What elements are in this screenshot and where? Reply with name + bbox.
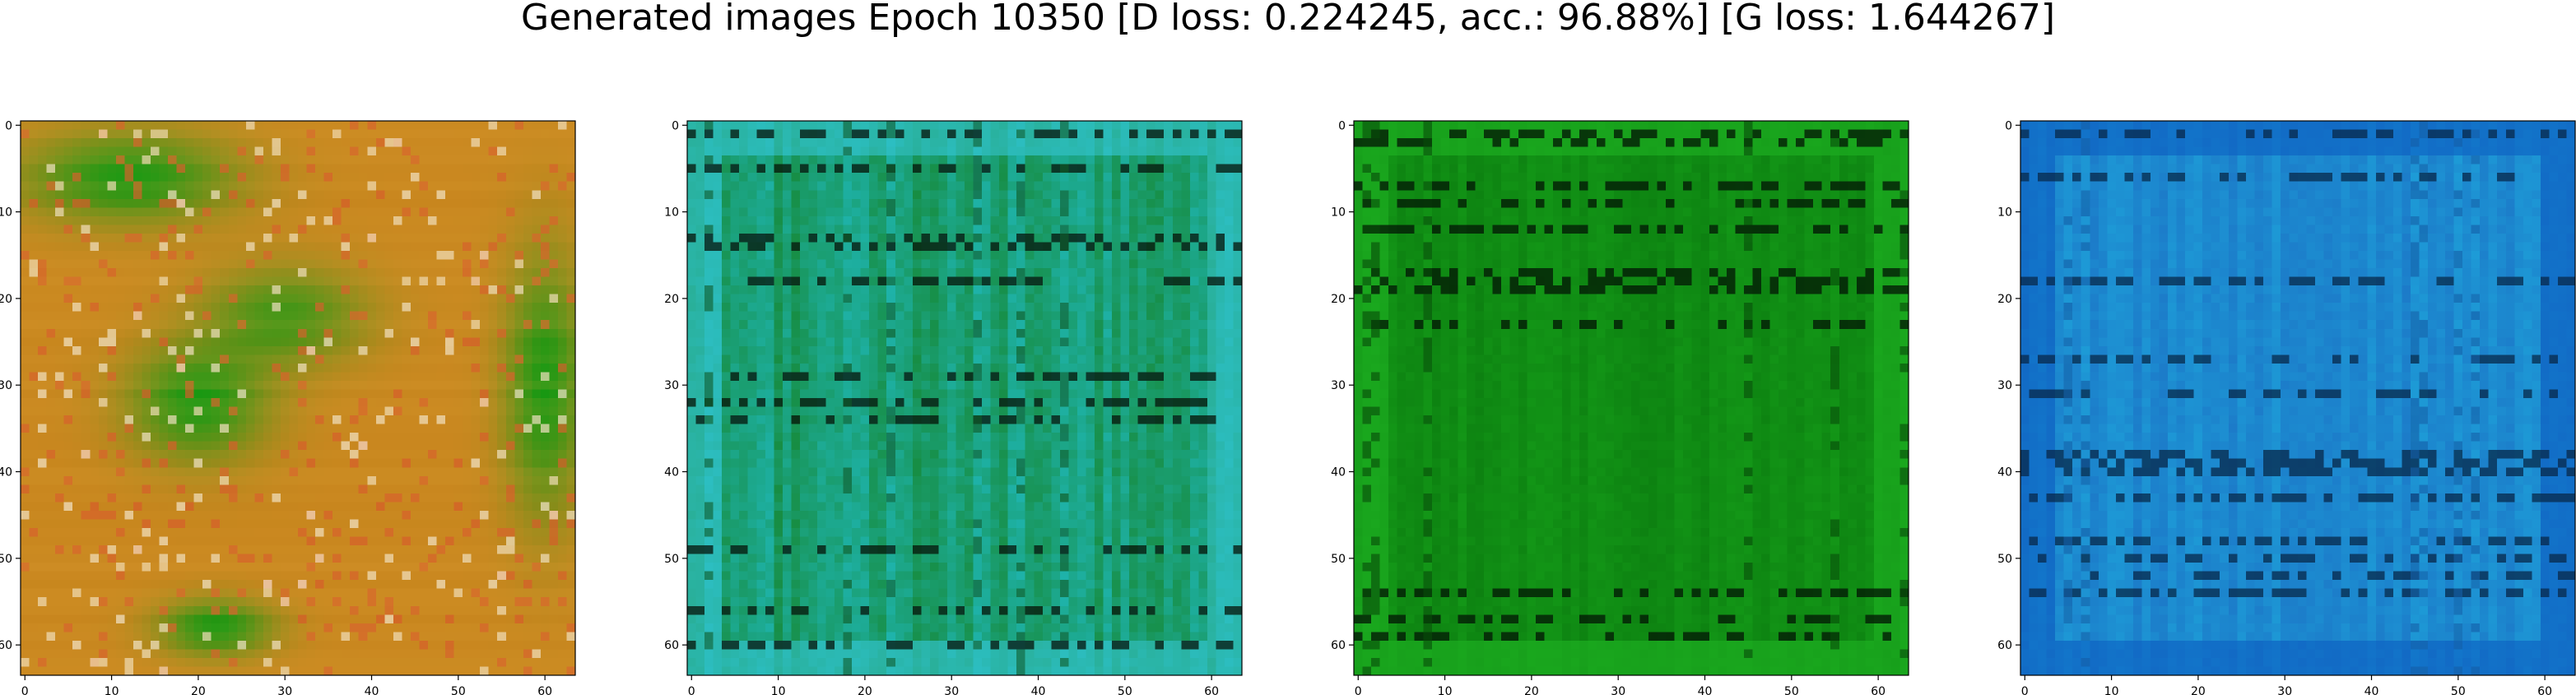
y-tick-label: 60 [1331, 639, 1346, 652]
x-tick-label: 30 [2277, 685, 2292, 695]
figure-title: Generated images Epoch 10350 [D loss: 0.… [520, 0, 2056, 39]
x-tick-label: 10 [771, 685, 786, 695]
x-tick-label: 60 [2537, 685, 2552, 695]
y-tick-label: 20 [0, 293, 12, 306]
x-tick-label: 20 [1524, 685, 1539, 695]
x-tick-label: 50 [1118, 685, 1132, 695]
image-panel-3: 0 10 20 30 40 50 60 0 10 20 30 40 50 60 [1331, 119, 1909, 695]
generated-image [21, 121, 575, 675]
x-tick-label: 30 [1611, 685, 1625, 695]
y-tick-label: 0 [672, 119, 679, 132]
x-tick-label: 30 [277, 685, 292, 695]
y-tick-label: 50 [1331, 553, 1346, 566]
x-tick-label: 20 [858, 685, 872, 695]
y-tick-label: 10 [0, 206, 12, 220]
x-tick-label: 50 [2451, 685, 2466, 695]
y-tick-label: 50 [1997, 553, 2012, 566]
y-tick-label: 10 [664, 206, 679, 220]
y-tick-label: 60 [0, 639, 12, 652]
x-tick-label: 40 [2364, 685, 2379, 695]
image-panel-4: 0 10 20 30 40 50 60 0 10 20 30 40 50 60 [1997, 119, 2576, 695]
x-tick-label: 50 [451, 685, 466, 695]
x-tick-label: 60 [537, 685, 552, 695]
x-tick-label: 0 [1355, 685, 1362, 695]
x-tick-label: 30 [944, 685, 959, 695]
y-tick-label: 60 [1997, 639, 2012, 652]
y-tick-label: 60 [664, 639, 679, 652]
y-tick-label: 10 [1997, 206, 2012, 220]
y-tick-label: 10 [1331, 206, 1346, 220]
y-tick-label: 0 [5, 119, 12, 132]
y-tick-label: 30 [0, 379, 12, 392]
y-tick-label: 30 [664, 379, 679, 392]
generated-image [687, 121, 1242, 675]
y-tick-label: 30 [1331, 379, 1346, 392]
x-tick-label: 0 [2021, 685, 2029, 695]
axes-frame [1353, 120, 1909, 676]
y-tick-label: 20 [1331, 293, 1346, 306]
x-tick-label: 40 [365, 685, 379, 695]
x-tick-label: 40 [1031, 685, 1046, 695]
image-panel-1: 0 10 20 30 40 50 60 0 10 20 30 40 50 60 [0, 119, 576, 695]
axes-frame [686, 120, 1243, 676]
y-tick-label: 0 [1338, 119, 1346, 132]
generated-image [1354, 121, 1909, 675]
y-tick-label: 40 [664, 466, 679, 480]
y-tick-label: 40 [1331, 466, 1346, 480]
y-tick-label: 20 [664, 293, 679, 306]
y-tick-label: 50 [664, 553, 679, 566]
y-tick-label: 50 [0, 553, 12, 566]
y-tick-label: 30 [1997, 379, 2012, 392]
axes-frame [2020, 120, 2576, 676]
y-tick-label: 0 [2005, 119, 2012, 132]
image-panel-2: 0 10 20 30 40 50 60 0 10 20 30 40 50 60 [664, 119, 1243, 695]
axes-frame [20, 120, 576, 676]
y-tick-label: 40 [0, 466, 12, 480]
x-tick-label: 50 [1784, 685, 1799, 695]
x-tick-label: 10 [1438, 685, 1453, 695]
x-tick-label: 40 [1698, 685, 1713, 695]
x-tick-label: 10 [2104, 685, 2119, 695]
y-tick-label: 40 [1997, 466, 2012, 480]
x-tick-label: 60 [1204, 685, 1219, 695]
x-tick-label: 0 [21, 685, 29, 695]
y-tick-label: 20 [1997, 293, 2012, 306]
x-tick-label: 10 [105, 685, 119, 695]
x-tick-label: 20 [2191, 685, 2206, 695]
x-tick-label: 0 [688, 685, 695, 695]
generated-image [2020, 121, 2575, 675]
x-tick-label: 20 [191, 685, 206, 695]
x-tick-label: 60 [1871, 685, 1886, 695]
